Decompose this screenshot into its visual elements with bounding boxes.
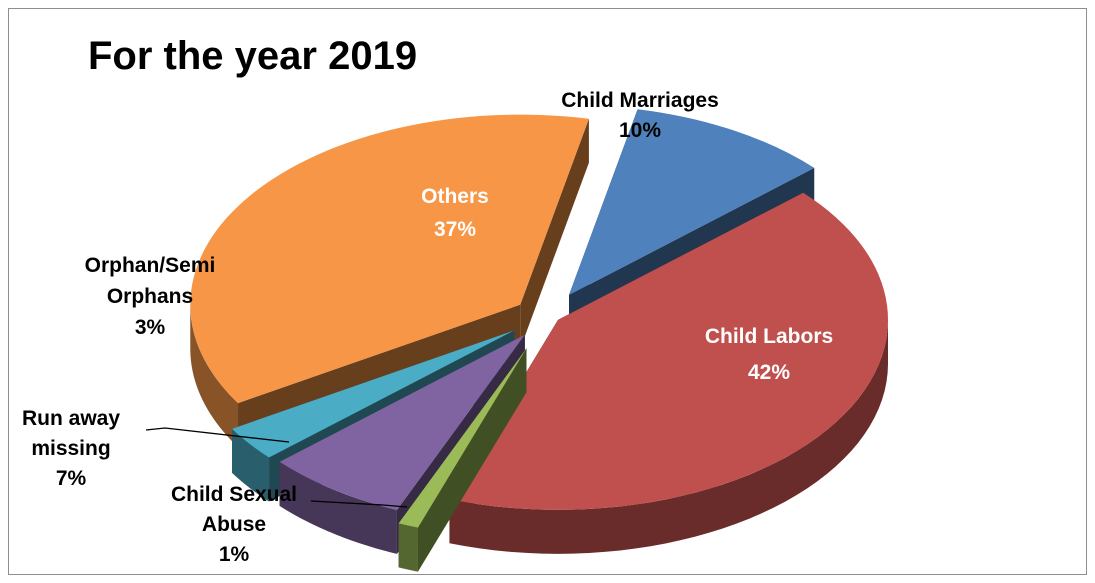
data-label-orphan-semi-orphans: Orphan/Semi Orphans 3% bbox=[85, 254, 216, 339]
data-label-others: Others 37% bbox=[421, 185, 489, 241]
pie-slice-child-labors bbox=[449, 192, 888, 554]
data-label-child-labors: Child Labors 42% bbox=[705, 325, 833, 384]
data-label-child-marriages: Child Marriages 10% bbox=[561, 89, 719, 142]
leader-line-child-sexual-abuse bbox=[310, 500, 408, 508]
pie-slice-child-sexual-abuse bbox=[398, 348, 527, 572]
data-label-run-away-missing: Run away missing 7% bbox=[22, 407, 120, 490]
chart-title: For the year 2019 bbox=[88, 34, 418, 78]
leader-line-run-away-missing bbox=[145, 427, 290, 443]
data-label-child-sexual-abuse: Child Sexual Abuse 1% bbox=[171, 483, 297, 566]
